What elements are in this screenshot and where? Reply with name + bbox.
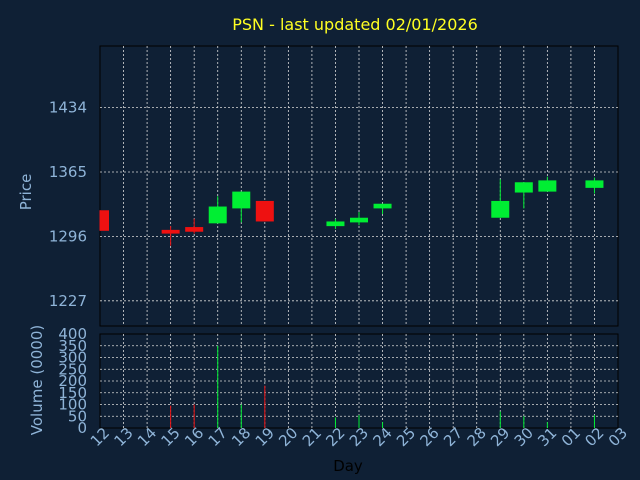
volume-tick-label: 50 [68,407,87,425]
volume-tick-label: 400 [58,325,87,343]
price-tick-label: 1227 [49,292,87,310]
candle-body [491,200,510,218]
price-axis-label: Price [17,174,35,211]
price-panel: 1227 1296 1365 1434 [49,45,619,327]
candle-body [255,200,274,222]
volume-tick-label: 0 [77,419,87,437]
volume-axis-label: Volume (0000) [28,325,46,435]
volume-tick-label: 350 [58,337,87,355]
price-tick-label: 1365 [49,163,87,181]
volume-tick-label: 100 [58,396,87,414]
candle-body [208,206,227,224]
x-axis-label: Day [333,457,363,475]
candle-body [538,180,557,192]
candle-body [232,191,251,209]
x-axis: 1213141516171819202122232425262728293031… [87,424,631,450]
volume-tick-label: 200 [58,372,87,390]
candle-body [350,217,368,223]
candle-body [585,180,604,188]
volume-tick-label: 150 [58,384,87,402]
candle-body [161,229,180,234]
chart-title: PSN - last updated 02/01/2026 [232,15,478,34]
volume-tick-label: 250 [58,360,87,378]
volume-tick-label: 300 [58,349,87,367]
candle-body [185,227,204,232]
price-tick-label: 1434 [49,99,87,117]
candle-body [373,203,392,209]
price-tick-label: 1296 [49,227,87,245]
candle-body [100,210,109,231]
candle-body [514,182,533,193]
candle-body [326,221,345,227]
